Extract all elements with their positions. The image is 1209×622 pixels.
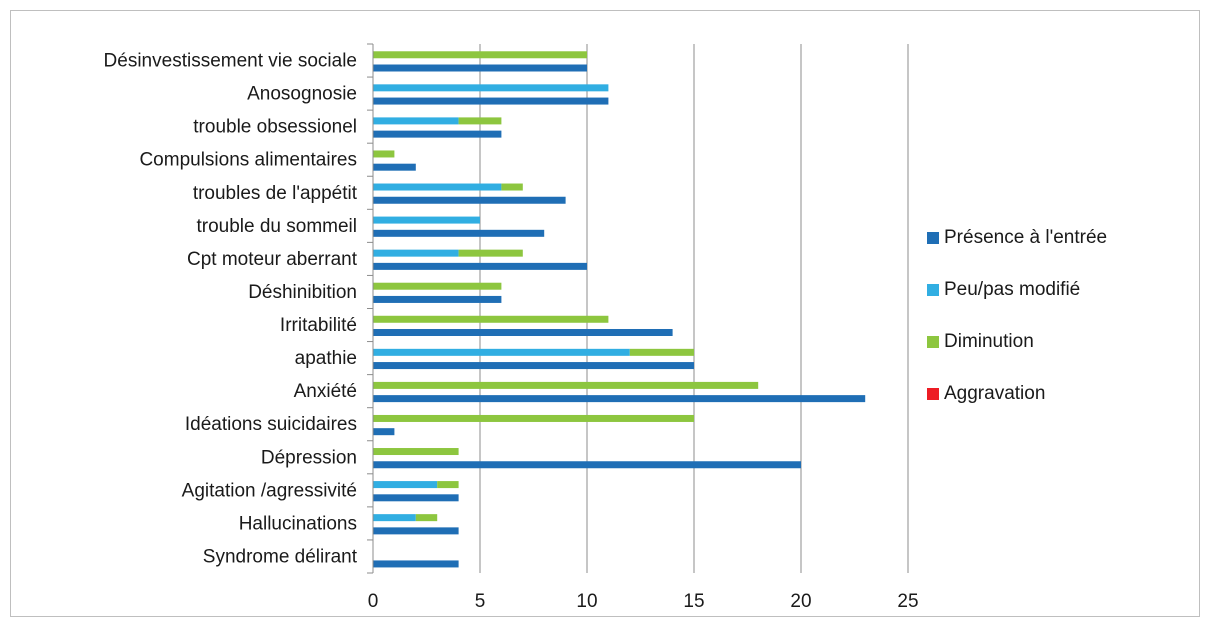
bar-peupasmodifi [373,216,480,224]
bar-presence [373,196,566,204]
bar-presence [373,130,502,138]
category-label: Cpt moteur aberrant [187,249,358,270]
legend-swatch [927,336,939,348]
grid-layer [479,44,909,573]
bar-presence [373,362,694,370]
chart-frame: 0 5 10 15 20 25 Désinvestissement vie sociale A… [10,10,1200,617]
axis-layer [367,43,374,574]
bar-peupasmodifi [373,117,459,125]
bar-presence [373,229,545,237]
bar-diminution [373,51,587,59]
bar-presence [373,97,609,105]
x-tick-label: 15 [683,591,704,612]
bar-diminution [373,282,502,290]
category-label: troubles de l'appétit [193,183,358,204]
bar-diminution [373,414,694,422]
bar-peupasmodifi [373,249,459,257]
bar-chart: 0 5 10 15 20 25 Désinvestissement vie sociale A… [104,43,1107,612]
bar-presence [373,428,395,436]
x-tick-label: 20 [790,591,811,612]
bar-presence [373,262,587,270]
category-label: Anxiété [294,381,357,402]
category-label: Irritabilité [280,315,357,336]
legend-label: Présence à l'entrée [944,227,1107,248]
category-label: Désinvestissement vie sociale [104,51,357,72]
legend-swatch [927,232,939,244]
x-tick-label: 10 [576,591,597,612]
legend: Présence à l'entrée Peu/pas modifié Diminu… [927,227,1107,404]
category-label: apathie [295,348,357,369]
bar-diminution [373,150,395,158]
bar-presence [373,64,587,72]
legend-label: Aggravation [944,383,1045,404]
category-label: Idéations suicidaires [185,414,357,435]
bar-diminution [458,117,502,125]
bar-diminution [629,348,694,356]
bar-diminution [373,448,459,456]
category-label: Hallucinations [239,513,357,534]
legend-label: Peu/pas modifié [944,279,1080,300]
legend-swatch [927,388,939,400]
bar-peupasmodifi [373,183,502,191]
label-layer: 0 5 10 15 20 25 Désinvestissement vie sociale A… [104,51,919,612]
bar-diminution [373,381,759,389]
bar-presence [373,295,502,303]
legend-swatch [927,284,939,296]
bar-presence [373,560,459,568]
category-label: trouble obsessionel [193,117,357,138]
legend-label: Diminution [944,331,1034,352]
bar-diminution [373,315,609,323]
bar-diminution [501,183,523,191]
x-tick-label: 5 [475,591,486,612]
bar-presence [373,328,673,336]
category-label: Dépression [261,447,357,468]
bar-diminution [437,481,459,489]
bar-layer [373,51,866,568]
bar-diminution [458,249,523,257]
bar-peupasmodifi [373,348,630,356]
category-label: Compulsions alimentaires [139,150,357,171]
bar-presence [373,395,866,403]
category-label: Anosognosie [247,84,357,105]
bar-presence [373,527,459,535]
category-label: Déshinibition [248,282,357,303]
category-label: Syndrome délirant [203,546,358,567]
bar-peupasmodifi [373,514,416,522]
category-label: Agitation /agressivité [182,480,357,501]
bar-presence [373,461,801,469]
bar-peupasmodifi [373,481,438,489]
category-label: trouble du sommeil [196,216,357,237]
x-tick-label: 25 [897,591,918,612]
bar-presence [373,494,459,502]
x-tick-label: 0 [368,591,379,612]
bar-presence [373,163,416,171]
bar-peupasmodifi [373,84,609,92]
bar-diminution [415,514,438,522]
